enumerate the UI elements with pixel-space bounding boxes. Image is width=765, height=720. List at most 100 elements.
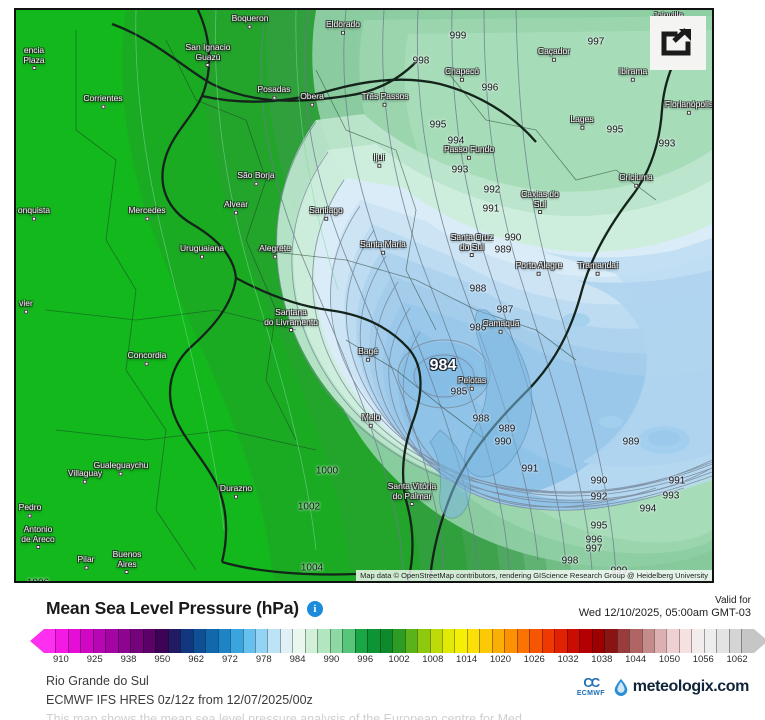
ecmwf-logo: CC ECMWF	[577, 676, 605, 697]
color-swatch	[417, 629, 430, 653]
scale-tick: 950	[154, 654, 171, 665]
valid-for-date: Wed 12/10/2025, 05:00am GMT-03	[578, 607, 751, 619]
color-swatch	[392, 629, 405, 653]
color-swatch	[678, 629, 692, 653]
scale-right-cap	[754, 629, 765, 653]
scale-tick: 1050	[658, 654, 681, 665]
scale-tick: 1020	[489, 654, 511, 665]
scale-tick: 1026	[523, 654, 545, 665]
map-attribution: Map data © OpenStreetMap contributors, r…	[356, 570, 712, 581]
map-layers	[16, 10, 712, 581]
scale-tick: 972	[222, 654, 238, 665]
color-swatch	[741, 629, 754, 653]
color-swatches	[44, 629, 754, 653]
color-swatch	[616, 629, 630, 653]
color-swatch	[217, 629, 231, 653]
scale-tick: 1044	[625, 654, 647, 665]
color-swatch	[653, 629, 667, 653]
valid-for-block: Valid for Wed 12/10/2025, 05:00am GMT-03	[579, 594, 751, 620]
color-swatch	[80, 629, 93, 653]
color-swatch	[230, 629, 243, 653]
meteologix-logo[interactable]: meteologix.com	[612, 678, 749, 696]
footer-clipped-line: This map shows the mean sea level pressu…	[46, 712, 533, 720]
color-swatch	[404, 629, 418, 653]
color-swatch	[130, 629, 143, 653]
color-swatch	[454, 629, 467, 653]
valid-for-label: Valid for	[715, 595, 751, 606]
color-swatch	[566, 629, 580, 653]
color-swatch	[192, 629, 206, 653]
color-swatch	[254, 629, 268, 653]
scale-left-cap	[30, 629, 44, 653]
share-button[interactable]	[650, 16, 706, 70]
color-swatch	[591, 629, 605, 653]
map-canvas	[16, 10, 712, 581]
ecmwf-mark-icon: CC	[583, 675, 600, 690]
color-swatch	[117, 629, 131, 653]
color-swatch	[329, 629, 343, 653]
scale-tick-labels: 910 925 938 950 962 972 978 984 990 996 1002 1008 10…	[30, 654, 765, 668]
color-swatch	[354, 629, 368, 653]
color-swatch	[292, 629, 305, 653]
color-swatch	[44, 629, 56, 653]
scale-tick: 1032	[557, 654, 579, 665]
weather-map[interactable]: encia Plaza Boqueron Corrientes San Ignacio…	[14, 8, 714, 583]
color-swatch	[205, 629, 218, 653]
color-swatch	[367, 629, 380, 653]
color-swatch	[629, 629, 642, 653]
color-swatch	[691, 629, 704, 653]
color-swatch	[604, 629, 617, 653]
color-swatch	[379, 629, 393, 653]
color-swatch	[155, 629, 168, 653]
color-swatch	[516, 629, 530, 653]
color-swatch	[317, 629, 330, 653]
footer-region: Rio Grande do Sul	[46, 674, 149, 688]
scale-tick: 984	[289, 654, 306, 665]
color-swatch	[529, 629, 542, 653]
color-swatch	[442, 629, 455, 653]
logo-group: CC ECMWF meteologix.com	[577, 676, 750, 697]
color-swatch	[167, 629, 181, 653]
footer-text: Rio Grande do Sul ECMWF IFS HRES 0z/12z …	[46, 672, 532, 720]
scale-tick: 962	[188, 654, 205, 665]
scale-tick: 1008	[422, 654, 444, 665]
scale-tick: 978	[255, 654, 272, 665]
color-swatch	[666, 629, 679, 653]
color-swatch	[579, 629, 592, 653]
color-swatch	[466, 629, 480, 653]
scale-tick: 1056	[692, 654, 714, 665]
color-swatch	[491, 629, 505, 653]
color-swatch	[180, 629, 193, 653]
scale-tick: 1062	[726, 654, 748, 665]
scale-tick: 990	[323, 654, 340, 665]
water-drop-icon	[614, 678, 628, 696]
scale-tick: 1014	[456, 654, 478, 665]
color-swatch	[554, 629, 567, 653]
color-swatch	[716, 629, 729, 653]
color-swatch	[479, 629, 492, 653]
color-swatch	[342, 629, 355, 653]
color-swatch	[92, 629, 106, 653]
color-swatch	[55, 629, 68, 653]
ecmwf-label: ECMWF	[576, 690, 605, 697]
color-scale[interactable]	[30, 629, 765, 653]
color-swatch	[304, 629, 318, 653]
legend-title: Mean Sea Level Pressure (hPa)	[46, 598, 299, 618]
color-swatch	[67, 629, 81, 653]
info-icon[interactable]: i	[306, 600, 323, 617]
scale-tick: 996	[357, 654, 374, 665]
color-swatch	[541, 629, 555, 653]
meteologix-brand: meteologix.com	[632, 677, 750, 695]
color-swatch	[279, 629, 293, 653]
scale-tick: 1038	[591, 654, 613, 665]
color-swatch	[703, 629, 717, 653]
color-swatch	[267, 629, 280, 653]
legend-header: Mean Sea Level Pressure (hPa) i	[46, 598, 323, 619]
color-swatch	[242, 629, 255, 653]
color-swatch	[728, 629, 742, 653]
color-swatch	[142, 629, 156, 653]
color-swatch	[641, 629, 654, 653]
scale-tick: 910	[52, 654, 69, 665]
color-swatch	[105, 629, 118, 653]
